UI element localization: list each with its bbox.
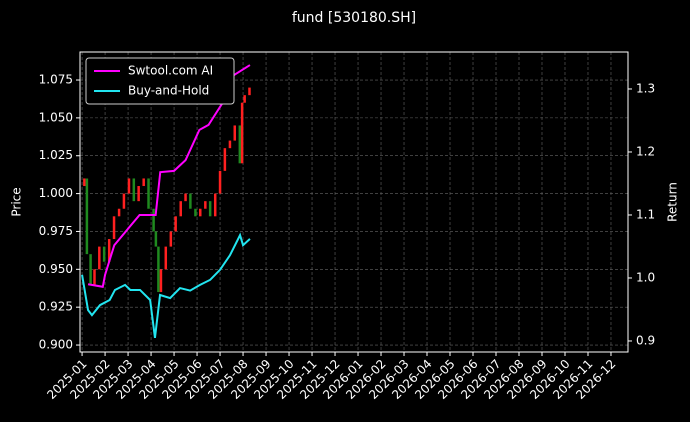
legend-label: Buy-and-Hold: [128, 84, 209, 98]
plot-frame: [79, 51, 629, 353]
y2-tick-label: 1.0: [636, 270, 655, 284]
y2-tick-label: 1.2: [636, 144, 655, 158]
y2-tick-label: 1.1: [636, 207, 655, 221]
y2-tick-label: 0.9: [636, 333, 655, 347]
chart-title: fund [530180.SH]: [292, 10, 416, 26]
y2-axis-label: Return: [666, 182, 680, 222]
y-tick-label: 0.975: [39, 224, 73, 238]
legend-box: [85, 57, 235, 105]
y-tick-label: 1.000: [39, 186, 73, 200]
y-tick-label: 1.025: [39, 148, 73, 162]
series-line: [81, 232, 251, 338]
y-tick-label: 1.075: [39, 73, 73, 87]
y-tick-label: 0.900: [39, 338, 73, 352]
y2-tick-label: 1.3: [636, 81, 655, 95]
y-tick-label: 1.050: [39, 110, 73, 124]
y-tick-label: 0.950: [39, 262, 73, 276]
legend-label: Swtool.com AI: [128, 64, 213, 78]
y-tick-label: 0.925: [39, 300, 73, 314]
y-axis-label: Price: [10, 187, 24, 216]
